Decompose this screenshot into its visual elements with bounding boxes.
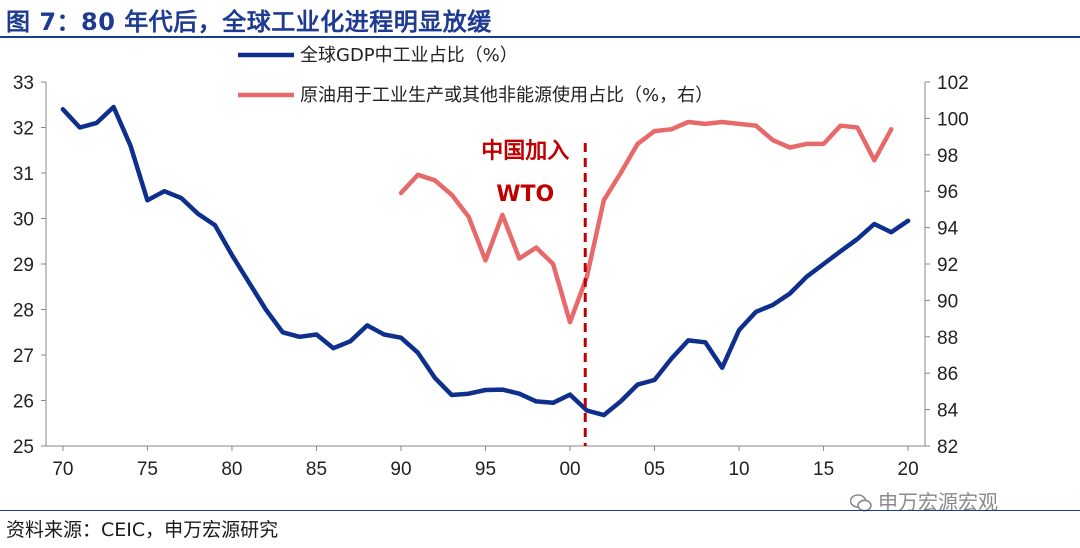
source-note: 资料来源：CEIC，申万宏源研究	[6, 519, 279, 541]
x-tick-label: 75	[137, 459, 158, 480]
y-right-tick-label: 94	[937, 219, 959, 240]
x-tick-label: 15	[813, 459, 834, 480]
y-left-tick-label: 33	[13, 73, 34, 94]
y-left-tick-label: 32	[13, 119, 34, 140]
chart-legend: 全球GDP中工业占比（%） 原油用于工业生产或其他非能源使用占比（%，右）	[238, 45, 713, 106]
x-tick-label: 90	[390, 459, 411, 480]
y-right-tick-label: 86	[937, 364, 958, 385]
chart-axes: 25 26 27 28 29 30 31 32 33 82 84 86 88 90 92 94 96 98 100 1…	[13, 73, 969, 480]
annotation-layer: 中国加入 WTO	[481, 139, 587, 446]
x-tick-label: 95	[475, 459, 496, 480]
x-tick-label: 20	[898, 459, 919, 480]
y-left-tick-label: 28	[13, 301, 34, 322]
x-tick-label: 00	[559, 459, 580, 480]
series-line-oil-nonenergy-share	[398, 119, 894, 325]
series-line-industry-share	[60, 104, 911, 418]
y-right-tick-label: 84	[937, 401, 959, 422]
legend-label-oil-share: 原油用于工业生产或其他非能源使用占比（%，右）	[300, 85, 713, 106]
x-tick-label: 05	[644, 459, 665, 480]
x-tick-label: 10	[728, 459, 749, 480]
y-left-tick-label: 25	[13, 437, 34, 458]
annotation-line2: WTO	[496, 182, 554, 207]
x-tick-label: 85	[306, 459, 327, 480]
y-left-tick-label: 30	[13, 210, 34, 231]
y-right-tick-label: 90	[937, 291, 958, 312]
y-right-tick-label: 96	[937, 182, 958, 203]
y-right-tick-label: 92	[937, 255, 958, 276]
y-right-tick-label: 100	[937, 109, 969, 130]
x-tick-label: 70	[52, 459, 73, 480]
y-left-tick-label: 31	[13, 164, 34, 185]
legend-label-industry-share: 全球GDP中工业占比（%）	[300, 45, 518, 66]
y-right-tick-label: 102	[937, 73, 969, 94]
title-divider	[0, 36, 1080, 38]
y-right-tick-label: 98	[937, 146, 958, 167]
wechat-icon	[849, 493, 872, 512]
annotation-line1: 中国加入	[481, 139, 569, 164]
y-left-tick-label: 27	[13, 346, 34, 367]
y-right-tick-label: 82	[937, 437, 958, 458]
y-left-tick-label: 29	[13, 255, 34, 276]
source-divider	[0, 510, 1080, 511]
x-tick-label: 80	[221, 459, 242, 480]
y-right-tick-label: 88	[937, 328, 958, 349]
series-layer	[60, 104, 911, 418]
page-title: 图 7：80 年代后，全球工业化进程明显放缓	[6, 8, 492, 36]
y-left-tick-label: 26	[13, 392, 34, 413]
